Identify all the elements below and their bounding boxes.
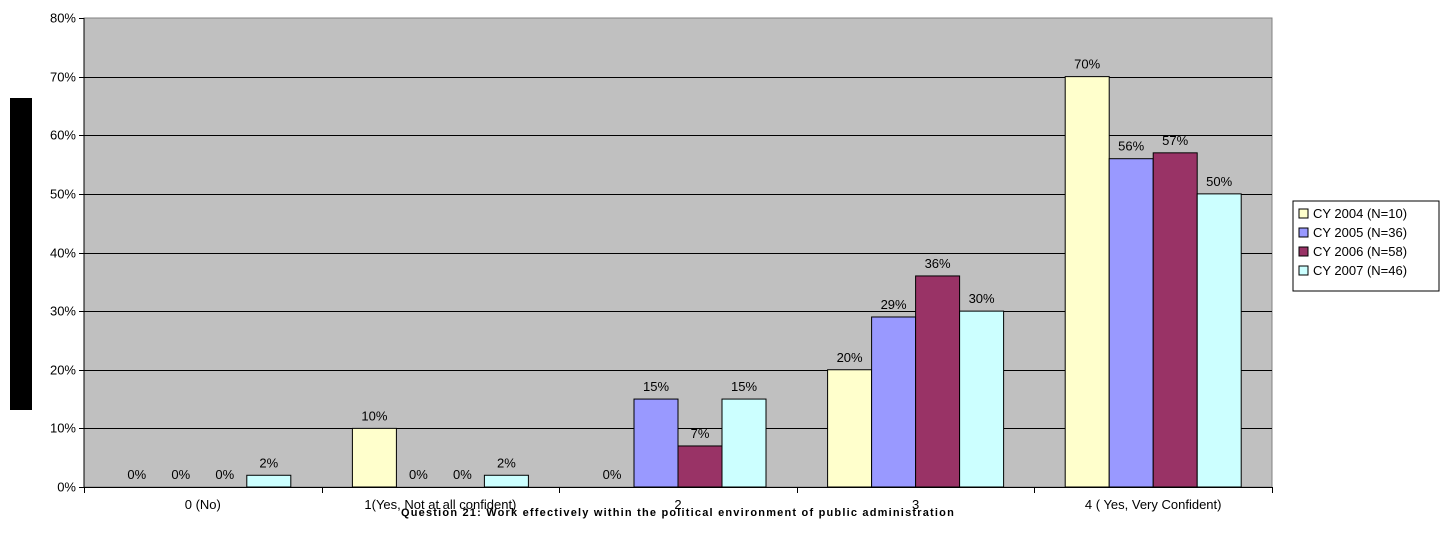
y-tick-label: 50% — [50, 187, 76, 202]
data-label: 70% — [1074, 57, 1100, 72]
data-label: 0% — [127, 467, 146, 482]
data-labels: 0% 10% 0% 20% 70% 0% 0% 15% 29% 56% 0% 0% 7% 36% 57% 2%… — [127, 57, 1232, 482]
data-label: 7% — [691, 426, 710, 441]
data-label: 0% — [171, 467, 190, 482]
y-tick-label: 60% — [50, 128, 76, 143]
legend-swatch — [1298, 265, 1309, 276]
bar — [246, 474, 292, 488]
data-label: 2% — [497, 455, 516, 470]
data-label: 20% — [837, 350, 863, 365]
bar — [1196, 193, 1242, 488]
data-label: 15% — [643, 379, 669, 394]
bars — [246, 76, 1242, 488]
y-tick-label: 70% — [50, 70, 76, 85]
legend: CY 2004 (N=10) CY 2005 (N=36) CY 2006 (N=5… — [1292, 200, 1440, 292]
bar — [959, 310, 1005, 488]
y-tick-label: 20% — [50, 363, 76, 378]
x-axis-title: Question 21: Work effectively within the… — [401, 507, 955, 519]
legend-label: CY 2006 (N=58) — [1313, 244, 1407, 259]
legend-swatch — [1298, 208, 1309, 219]
bar — [827, 369, 873, 488]
data-label: 56% — [1118, 139, 1144, 154]
data-label: 36% — [925, 256, 951, 271]
legend-swatch — [1298, 227, 1309, 238]
legend-label: CY 2005 (N=36) — [1313, 225, 1407, 240]
data-label: 50% — [1206, 174, 1232, 189]
bar — [1108, 158, 1154, 488]
bar — [351, 427, 397, 488]
legend-swatch — [1298, 246, 1309, 257]
y-tick-label: 80% — [50, 11, 76, 26]
legend-box — [1292, 200, 1440, 292]
bar — [677, 445, 723, 488]
legend-label: CY 2004 (N=10) — [1313, 206, 1407, 221]
bar — [483, 474, 529, 488]
left-black-panel — [10, 98, 32, 410]
y-axis: 0% 10% 20% 30% 40% 50% 60% 70% 80% — [50, 11, 85, 495]
legend-label: CY 2007 (N=46) — [1313, 263, 1407, 278]
y-tick-label: 10% — [50, 421, 76, 436]
bar — [1064, 76, 1110, 488]
x-tick-label: 3 — [912, 497, 919, 512]
data-label: 0% — [215, 467, 234, 482]
data-label: 0% — [603, 467, 622, 482]
bar — [871, 316, 917, 488]
data-label: 0% — [409, 467, 428, 482]
x-tick-label: 0 (No) — [185, 497, 221, 512]
x-tick-label: 4 ( Yes, Very Confident) — [1085, 497, 1222, 512]
x-tick-label: 1(Yes, Not at all confident) — [364, 497, 516, 512]
data-label: 57% — [1162, 133, 1188, 148]
bar — [721, 398, 767, 488]
data-label: 29% — [881, 297, 907, 312]
x-tick-label: 2 — [674, 497, 681, 512]
bar — [633, 398, 679, 488]
bar — [915, 275, 961, 488]
data-label: 2% — [259, 455, 278, 470]
data-label: 0% — [453, 467, 472, 482]
data-label: 15% — [731, 379, 757, 394]
data-label: 10% — [361, 408, 387, 423]
bar — [1152, 152, 1198, 488]
y-tick-label: 30% — [50, 304, 76, 319]
y-tick-label: 0% — [57, 480, 76, 495]
data-label: 30% — [969, 291, 995, 306]
y-tick-label: 40% — [50, 246, 76, 261]
